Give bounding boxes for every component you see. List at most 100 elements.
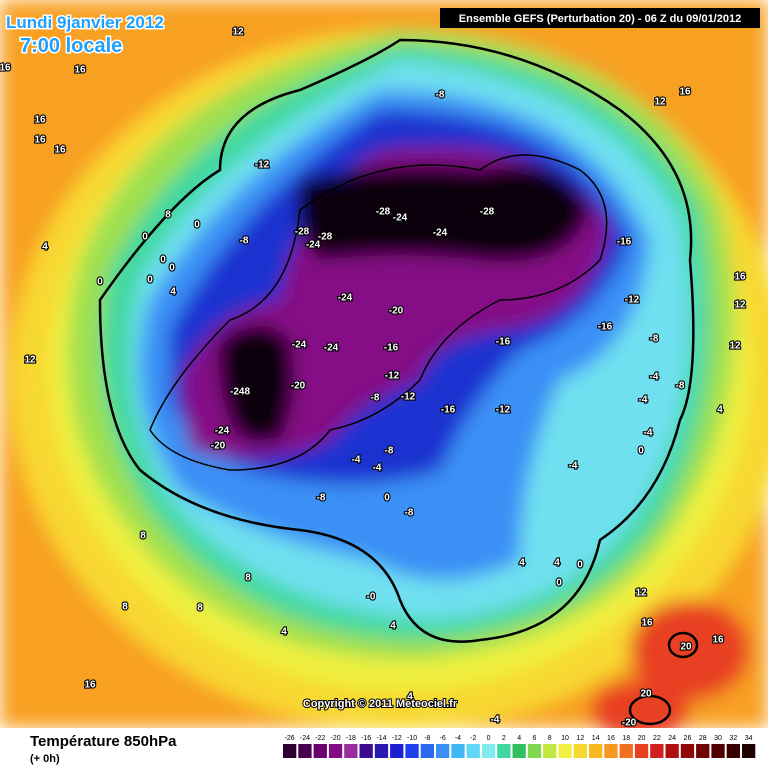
legend-label: -10 [407,735,417,742]
contour-label: 4 [717,405,723,416]
map-date: Lundi 9janvier 2012 [6,13,164,32]
contour-label: -28 [376,207,391,218]
contour-label: -8 [436,90,445,101]
legend-swatch [481,744,496,758]
contour-label: 12 [729,341,741,352]
contour-label: -24 [338,293,353,304]
contour-label: -12 [385,371,400,382]
contour-label: 12 [654,97,666,108]
legend-swatch [711,744,725,758]
contour-label: 0 [556,578,562,589]
legend-swatch [374,744,389,758]
contour-label: -12 [401,392,416,403]
contour-label: -4 [650,372,659,383]
contour-label: -8 [405,508,414,519]
legend-swatch [497,744,511,758]
run-info: Ensemble GEFS (Perturbation 20) - 06 Z d… [459,13,741,25]
contour-label: -28 [295,227,310,238]
contour-label: 0 [384,493,390,504]
contour-label: 0 [160,255,166,266]
legend-label: 24 [668,735,676,742]
contour-label: -12 [255,160,270,171]
legend-swatch [665,744,679,758]
contour-label: 0 [577,560,583,571]
legend-swatch [573,744,587,758]
legend-swatch [512,744,526,758]
contour-label: -4 [639,395,648,406]
contour-label: -8 [650,334,659,345]
legend-swatch [328,744,343,758]
contour-label: -12 [625,295,640,306]
contour-label: 16 [34,135,46,146]
contour-label: 20 [640,689,652,700]
legend-label: -24 [300,735,310,742]
legend-swatch [405,744,419,758]
contour-label: 4 [554,558,560,569]
legend-swatch [634,744,649,758]
contour-label: 16 [734,272,746,283]
contour-label: -4 [352,455,361,466]
contour-label: 16 [34,115,46,126]
contour-label: 4 [519,558,525,569]
contour-label: -16 [617,237,632,248]
contour-label: -24 [292,340,307,351]
contour-label: 12 [734,300,746,311]
contour-label: 16 [712,635,724,646]
legend-label: 4 [517,735,521,742]
legend-swatch [696,744,710,758]
contour-label: 4 [42,242,48,253]
legend-swatch [604,744,618,758]
contour-label: -24 [433,228,448,239]
contour-label: 0 [638,446,644,457]
contour-label: -8 [676,381,685,392]
footer-title: Température 850hPa [30,733,177,750]
contour-label: 4 [407,692,413,703]
contour-label: -24 [306,240,321,251]
contour-label: -8 [371,393,380,404]
legend-label: -20 [330,735,340,742]
contour-label: -24 [215,426,230,437]
contour-label: -16 [496,337,511,348]
legend-label: 6 [532,735,536,742]
legend-label: -18 [346,735,356,742]
color-legend: -26 -24 -22 -20 -18 -16 -14 -12 -10 -8 -6 -4 -2 0 2 4 6 8… [283,735,756,758]
contour-label: 8 [165,210,171,221]
legend-label: 12 [576,735,584,742]
contour-label: 0 [194,220,200,231]
contour-label: 12 [635,588,647,599]
legend-label: 34 [745,735,753,742]
legend-label: -14 [376,735,386,742]
legend-label: 22 [653,735,661,742]
contour-label: -28 [318,232,333,243]
legend-label: 14 [592,735,600,742]
run-banner [440,8,760,28]
legend-label: -16 [361,735,371,742]
contour-label: 0 [142,232,148,243]
legend-swatch [650,744,664,758]
legend-swatch [313,744,327,758]
contour-label: -8 [317,493,326,504]
legend-label: 20 [638,735,646,742]
legend-swatch [420,744,434,758]
contour-label: 20 [680,642,692,653]
contour-label: 12 [24,355,36,366]
legend-swatch [436,744,450,758]
contour-label: -16 [384,343,399,354]
contour-label: -12 [496,405,511,416]
contours [98,38,699,726]
map-time: 7:00 locale [20,35,122,57]
legend-label: 30 [714,735,722,742]
contour-label: -20 [622,718,637,729]
legend-swatch [619,744,633,758]
contour-label: -20 [389,306,404,317]
legend-label: 2 [502,735,506,742]
legend-swatch [680,744,695,758]
contour-label: 4 [281,627,287,638]
contour-label: -8 [240,236,249,247]
legend-label: 32 [729,735,737,742]
contour-label: 16 [54,145,66,156]
contour-label: 8 [122,602,128,613]
legend-label: -2 [470,735,476,742]
